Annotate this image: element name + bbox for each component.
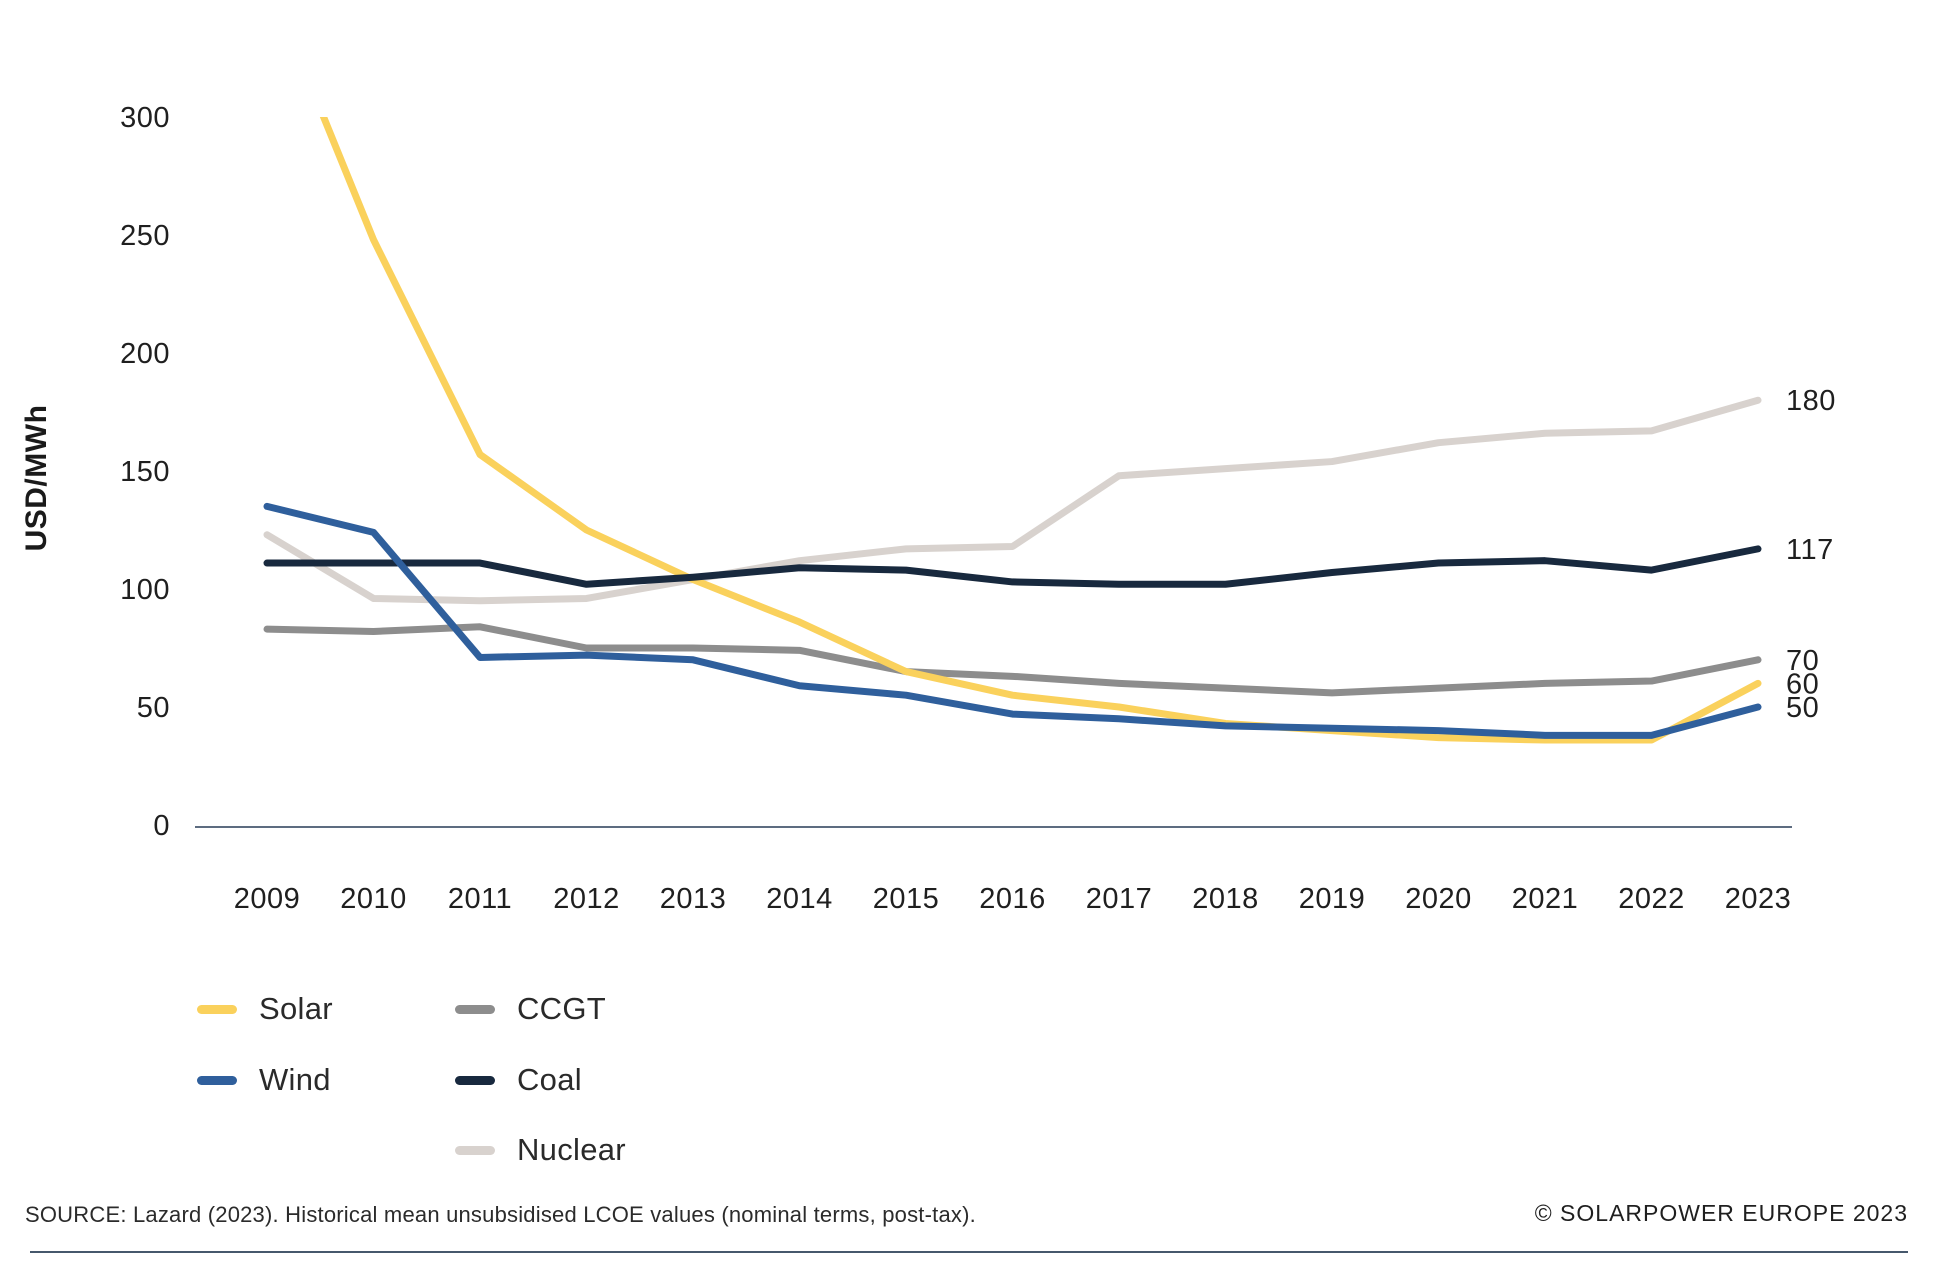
x-tick-label-2011: 2011 <box>448 883 512 915</box>
x-tick-label-2013: 2013 <box>660 883 727 915</box>
x-tick-label-2021: 2021 <box>1512 883 1579 915</box>
legend-swatch-solar <box>197 1004 237 1014</box>
legend-swatch-nuclear <box>455 1145 495 1155</box>
legend-label-wind: Wind <box>259 1062 331 1097</box>
series-line-coal <box>263 545 1762 588</box>
x-tick-label-2014: 2014 <box>766 883 833 915</box>
series-group <box>263 117 1762 744</box>
series-line-wind <box>263 502 1762 739</box>
source-note: SOURCE: Lazard (2023). Historical mean u… <box>25 1202 976 1227</box>
x-tick-label-2018: 2018 <box>1192 883 1259 915</box>
legend-label-nuclear: Nuclear <box>517 1132 626 1167</box>
bottom-divider <box>30 1251 1908 1253</box>
x-tick-label-2022: 2022 <box>1618 883 1685 915</box>
legend-swatch-ccgt <box>455 1004 495 1014</box>
y-tick-label-0: 0 <box>153 810 170 842</box>
legend-item-wind: Wind <box>197 1062 331 1097</box>
x-tick-label-2020: 2020 <box>1405 883 1472 915</box>
legend-swatch-coal <box>455 1075 495 1085</box>
y-tick-label-200: 200 <box>120 338 170 370</box>
x-tick-label-2012: 2012 <box>553 883 620 915</box>
legend-item-ccgt: CCGT <box>455 991 607 1026</box>
series-line-ccgt <box>263 623 1762 697</box>
series-line-nuclear <box>263 396 1762 605</box>
end-value-label-wind: 50 <box>1786 692 1819 724</box>
end-value-label-nuclear: 180 <box>1786 385 1836 417</box>
legend-label-ccgt: CCGT <box>517 991 607 1026</box>
copyright-note: © SOLARPOWER EUROPE 2023 <box>1534 1200 1908 1226</box>
end-value-label-ccgt: 70 <box>1786 645 1819 677</box>
x-tick-label-2017: 2017 <box>1086 883 1153 915</box>
x-tick-label-2015: 2015 <box>873 883 940 915</box>
x-tick-label-2009: 2009 <box>234 883 301 915</box>
x-tick-label-2019: 2019 <box>1299 883 1366 915</box>
y-tick-label-250: 250 <box>120 220 170 252</box>
end-value-label-solar: 60 <box>1786 668 1819 700</box>
x-tick-label-2010: 2010 <box>340 883 407 915</box>
lcoe-line-chart: 0 50 100 150 200 250 300 2009 2010 2011 2012 2013 20… <box>120 102 1836 915</box>
y-tick-label-50: 50 <box>137 692 170 724</box>
legend-item-coal: Coal <box>455 1062 582 1097</box>
x-tick-label-2016: 2016 <box>979 883 1046 915</box>
legend-item-nuclear: Nuclear <box>455 1132 626 1167</box>
x-tick-label-2023: 2023 <box>1725 883 1792 915</box>
legend-swatch-wind <box>197 1075 237 1085</box>
y-tick-label-150: 150 <box>120 456 170 488</box>
end-value-label-coal: 117 <box>1786 534 1834 566</box>
y-tick-label-300: 300 <box>120 102 170 134</box>
legend-item-solar: Solar <box>197 991 333 1026</box>
series-line-solar <box>319 117 1762 744</box>
y-tick-label-100: 100 <box>120 574 170 606</box>
legend-label-solar: Solar <box>259 991 333 1026</box>
legend-label-coal: Coal <box>517 1062 582 1097</box>
